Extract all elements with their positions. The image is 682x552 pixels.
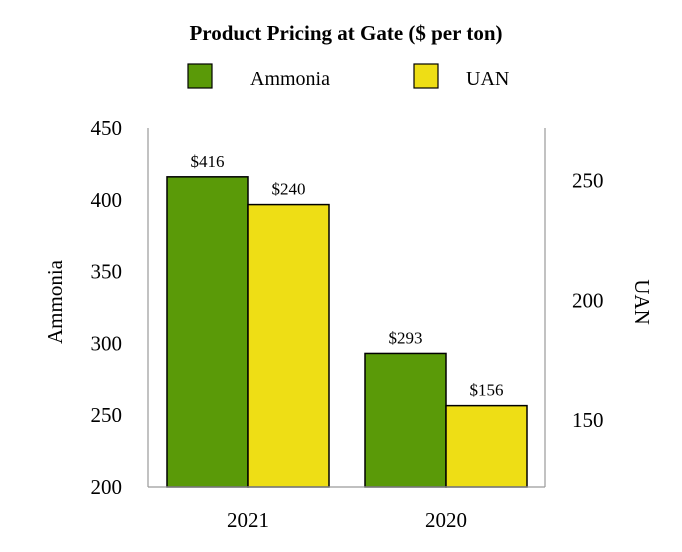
bar-ammonia-2020: [364, 352, 447, 488]
right-axis-tick-label: 200: [572, 288, 604, 312]
bar-uan-2020: [445, 404, 528, 488]
left-axis-label: Ammonia: [43, 259, 67, 344]
chart-title: Product Pricing at Gate ($ per ton): [189, 21, 502, 45]
bar-uan-2021: [247, 203, 330, 488]
bar-ammonia-2021: [166, 176, 249, 488]
right-axis-tick-label: 250: [572, 169, 604, 193]
left-axis-tick-label: 400: [91, 188, 123, 212]
legend-swatch-uan: [413, 63, 439, 89]
x-axis-ticks: 2021 2020: [227, 508, 467, 532]
x-axis-tick-label: 2021: [227, 508, 269, 532]
legend-label-uan: UAN: [466, 68, 509, 90]
left-axis-tick-label: 350: [91, 260, 123, 284]
legend: Ammonia UAN: [187, 63, 509, 90]
data-label-ammonia-2020: $293: [389, 328, 423, 347]
bars: [166, 176, 528, 488]
left-axis-tick-label: 200: [91, 475, 123, 499]
left-axis-tick-label: 250: [91, 403, 123, 427]
left-axis-tick-label: 450: [91, 116, 123, 140]
data-label-uan-2020: $156: [470, 381, 504, 400]
right-axis-label: UAN: [630, 279, 654, 325]
right-axis-ticks: 150 200 250: [572, 169, 604, 432]
legend-label-ammonia: Ammonia: [250, 68, 330, 90]
left-axis-ticks: 200 250 300 350 400 450: [91, 116, 123, 499]
x-axis-tick-label: 2020: [425, 508, 467, 532]
right-axis-tick-label: 150: [572, 408, 604, 432]
data-label-ammonia-2021: $416: [191, 152, 225, 171]
data-label-uan-2021: $240: [272, 180, 306, 199]
legend-swatch-ammonia: [187, 63, 213, 89]
bar-labels: $416 $293 $240 $156: [191, 152, 504, 400]
left-axis-tick-label: 300: [91, 331, 123, 355]
